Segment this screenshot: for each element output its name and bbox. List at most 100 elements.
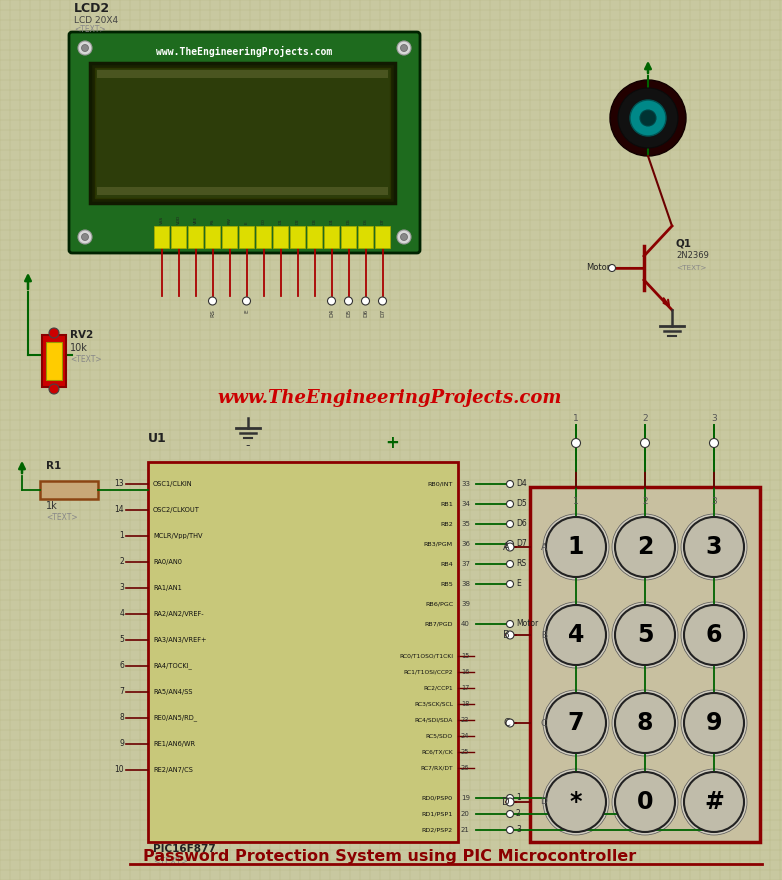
Text: R1: R1 — [46, 461, 61, 471]
Text: 25: 25 — [461, 749, 469, 755]
Text: D3: D3 — [313, 218, 317, 224]
Text: Q1: Q1 — [676, 238, 692, 248]
Circle shape — [612, 602, 678, 668]
Text: RE1/AN6/WR: RE1/AN6/WR — [153, 741, 196, 747]
Text: 4: 4 — [568, 623, 584, 647]
Circle shape — [546, 605, 606, 665]
Text: RB0/INT: RB0/INT — [428, 481, 453, 487]
Text: D5: D5 — [346, 309, 351, 318]
Text: VDD: VDD — [177, 215, 181, 224]
Text: 1k: 1k — [46, 501, 58, 511]
Circle shape — [684, 772, 744, 832]
Text: RC5/SDO: RC5/SDO — [426, 734, 453, 738]
Text: 3: 3 — [711, 496, 717, 505]
Text: U1: U1 — [148, 432, 167, 445]
Text: 7: 7 — [568, 711, 584, 735]
Bar — [307, 226, 322, 248]
Text: D4: D4 — [516, 480, 527, 488]
Circle shape — [328, 297, 335, 305]
Text: E: E — [516, 580, 521, 589]
Text: RB4: RB4 — [440, 561, 453, 567]
Bar — [40, 481, 98, 499]
Text: LCD 20X4: LCD 20X4 — [74, 16, 118, 25]
Text: OSC1/CLKIN: OSC1/CLKIN — [153, 481, 192, 487]
Circle shape — [507, 810, 514, 818]
Circle shape — [506, 719, 514, 727]
Text: RA1/AN1: RA1/AN1 — [153, 585, 181, 591]
Text: VEE: VEE — [193, 216, 198, 224]
Bar — [46, 342, 62, 380]
Circle shape — [546, 517, 606, 577]
FancyBboxPatch shape — [69, 32, 420, 253]
Bar — [222, 226, 237, 248]
Text: RB3/PGM: RB3/PGM — [424, 541, 453, 546]
Text: D5: D5 — [346, 218, 350, 224]
Text: 5: 5 — [637, 623, 653, 647]
Text: 1: 1 — [516, 794, 521, 803]
Text: #: # — [704, 790, 724, 814]
Text: 14: 14 — [114, 505, 124, 515]
Text: C: C — [504, 718, 510, 728]
Circle shape — [543, 514, 609, 580]
Circle shape — [681, 514, 747, 580]
Text: D6: D6 — [364, 218, 368, 224]
Circle shape — [81, 45, 88, 52]
Text: C: C — [541, 718, 547, 728]
Circle shape — [507, 561, 514, 568]
Circle shape — [615, 772, 675, 832]
Text: 36: 36 — [461, 541, 470, 547]
Circle shape — [615, 517, 675, 577]
Circle shape — [684, 517, 744, 577]
Text: 37: 37 — [461, 561, 470, 567]
Text: RE0/AN5/RD_: RE0/AN5/RD_ — [153, 715, 197, 722]
Circle shape — [615, 693, 675, 753]
Text: A: A — [541, 542, 547, 552]
Text: 2: 2 — [642, 496, 647, 505]
Text: 34: 34 — [461, 501, 470, 507]
Circle shape — [507, 826, 514, 833]
Text: 38: 38 — [461, 581, 470, 587]
Text: D1: D1 — [278, 218, 282, 224]
Text: OSC2/CLKOUT: OSC2/CLKOUT — [153, 507, 200, 513]
Circle shape — [572, 438, 580, 448]
Bar — [324, 226, 339, 248]
Text: D4: D4 — [329, 218, 333, 224]
Text: 2N2369: 2N2369 — [676, 251, 708, 260]
Circle shape — [78, 41, 92, 55]
Text: RV2: RV2 — [70, 330, 93, 340]
Bar — [341, 226, 356, 248]
Bar — [205, 226, 220, 248]
Text: <TEXT>: <TEXT> — [46, 513, 77, 522]
Circle shape — [543, 690, 609, 756]
Bar — [290, 226, 305, 248]
Text: RB2: RB2 — [440, 522, 453, 526]
Text: 10: 10 — [114, 766, 124, 774]
Bar — [256, 226, 271, 248]
Text: RB5: RB5 — [440, 582, 453, 586]
Text: 26: 26 — [461, 765, 469, 771]
Text: RE2/AN7/CS: RE2/AN7/CS — [153, 767, 193, 773]
Text: -: - — [246, 439, 250, 452]
Bar — [97, 70, 388, 78]
Text: RA4/TOCKI_: RA4/TOCKI_ — [153, 663, 192, 670]
Bar — [239, 226, 254, 248]
Text: RB6/PGC: RB6/PGC — [425, 602, 453, 606]
Text: 3: 3 — [119, 583, 124, 592]
Text: VSS: VSS — [160, 216, 163, 224]
Text: 1: 1 — [119, 532, 124, 540]
Text: 2: 2 — [642, 414, 647, 423]
Text: RB1: RB1 — [440, 502, 453, 507]
Circle shape — [506, 543, 514, 551]
Text: RC3/SCK/SCL: RC3/SCK/SCL — [414, 701, 453, 707]
Text: *: * — [570, 790, 583, 814]
Text: 0: 0 — [637, 790, 653, 814]
Circle shape — [630, 100, 666, 136]
Text: Motor: Motor — [516, 620, 538, 628]
Bar — [188, 226, 203, 248]
Text: 7: 7 — [119, 687, 124, 696]
Circle shape — [506, 798, 514, 806]
Text: D7: D7 — [516, 539, 527, 548]
Text: 2: 2 — [637, 535, 653, 559]
Text: 5: 5 — [119, 635, 124, 644]
Text: 17: 17 — [461, 685, 469, 691]
